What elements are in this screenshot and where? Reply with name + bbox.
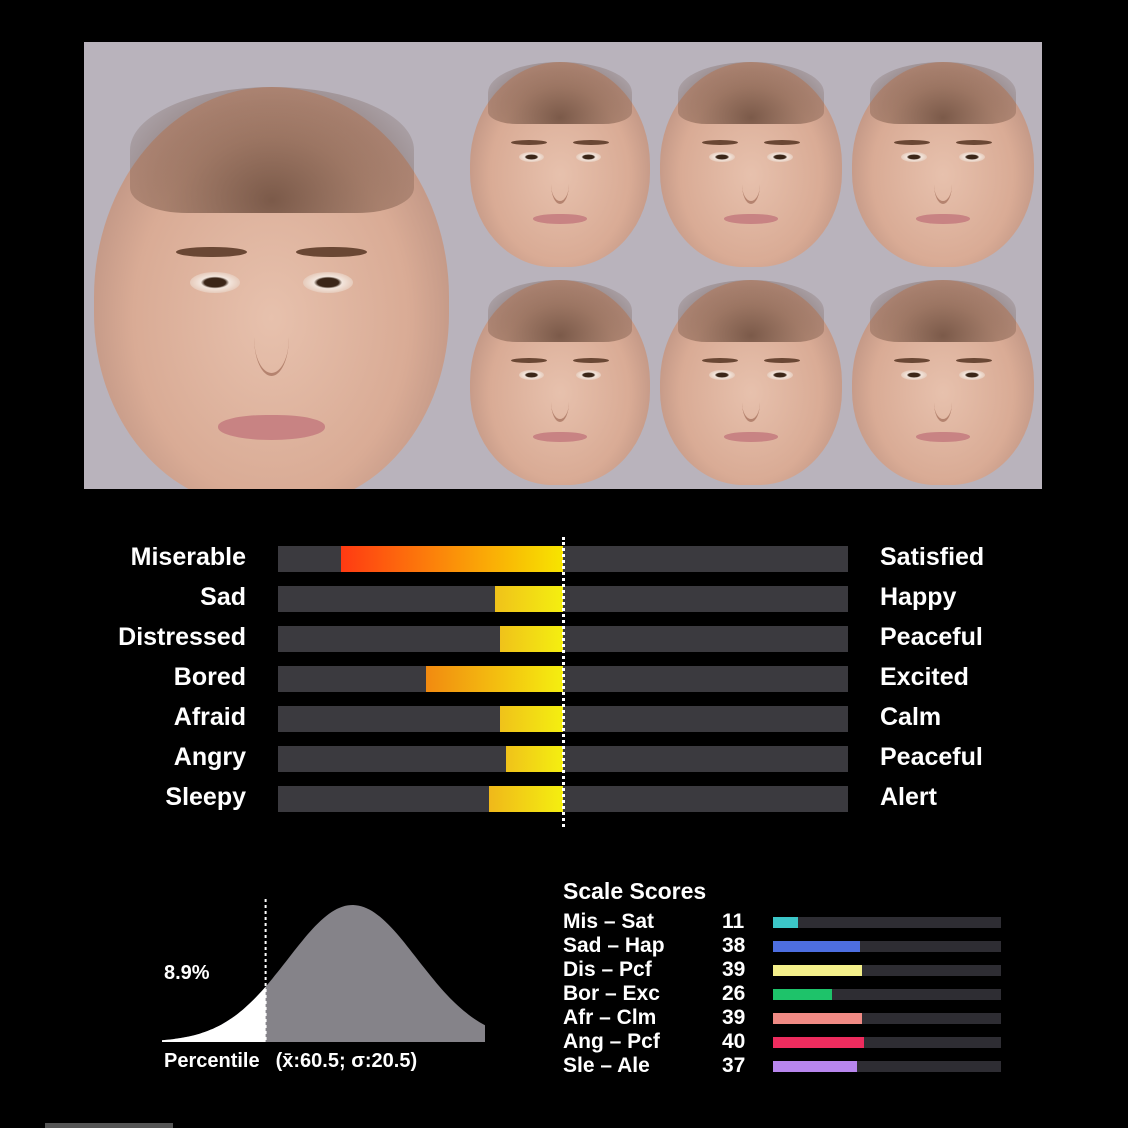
score-name: Ang – Pcf xyxy=(563,1030,660,1053)
score-row: Afr – Clm 39 xyxy=(563,1006,1003,1030)
score-value: 38 xyxy=(722,934,746,957)
score-value: 37 xyxy=(722,1054,746,1077)
scale-bar-fill xyxy=(500,626,563,652)
face-thumbnail-1 xyxy=(470,62,650,267)
scale-bar-fill xyxy=(506,746,563,772)
face-thumbnail-6 xyxy=(852,280,1034,485)
score-row: Mis – Sat 11 xyxy=(563,910,1003,934)
face-photo-panel xyxy=(84,42,1042,489)
score-bar-fill xyxy=(773,1037,865,1048)
score-value: 11 xyxy=(722,910,745,933)
scale-bar-fill xyxy=(488,786,563,812)
scale-scores-title: Scale Scores xyxy=(563,878,707,904)
distribution-stats: (x̄:60.5; σ:20.5) xyxy=(275,1050,418,1072)
scale-right-label: Alert xyxy=(880,783,937,811)
score-name: Sad – Hap xyxy=(563,934,665,957)
scale-bar-fill xyxy=(340,546,563,572)
score-bar xyxy=(773,965,1001,976)
scale-right-label: Calm xyxy=(880,703,942,731)
scale-right-label: Satisfied xyxy=(880,543,985,571)
score-bar xyxy=(773,941,1001,952)
percentile-distribution-curve xyxy=(162,899,485,1042)
score-bar-fill xyxy=(773,1013,862,1024)
face-thumbnail-3 xyxy=(852,62,1034,267)
score-row: Bor – Exc 26 xyxy=(563,982,1003,1006)
score-value: 26 xyxy=(722,982,746,1005)
score-bar xyxy=(773,1061,1001,1072)
scale-left-label: Sleepy xyxy=(165,783,246,811)
scale-left-label: Distressed xyxy=(118,623,246,651)
scale-bar-fill xyxy=(494,586,563,612)
score-name: Bor – Exc xyxy=(563,982,660,1005)
score-row: Sad – Hap 38 xyxy=(563,934,1003,958)
score-name: Sle – Ale xyxy=(563,1054,650,1077)
score-name: Mis – Sat xyxy=(563,910,655,933)
scale-midpoint-line xyxy=(562,537,565,827)
corner-bar xyxy=(45,1123,173,1128)
face-thumbnail-2 xyxy=(660,62,842,267)
score-bar xyxy=(773,989,1001,1000)
distribution-tail xyxy=(162,986,266,1042)
score-value: 39 xyxy=(722,1006,746,1029)
score-row: Ang – Pcf 40 xyxy=(563,1030,1003,1054)
scale-left-label: Angry xyxy=(173,743,246,771)
score-name: Afr – Clm xyxy=(563,1006,657,1029)
score-bar xyxy=(773,917,1001,928)
percentile-value: 8.9% xyxy=(164,962,210,984)
distribution-fill xyxy=(162,905,485,1042)
score-value: 40 xyxy=(722,1030,746,1053)
score-row: Dis – Pcf 39 xyxy=(563,958,1003,982)
scale-bar-fill xyxy=(426,666,563,692)
score-bar-fill xyxy=(773,965,862,976)
scale-right-label: Happy xyxy=(880,583,957,611)
main-face-image xyxy=(94,87,449,489)
face-thumbnail-5 xyxy=(660,280,842,485)
score-bar-fill xyxy=(773,917,799,928)
scale-left-label: Bored xyxy=(173,663,246,691)
scale-right-label: Peaceful xyxy=(880,743,983,771)
percentile-caption: Percentile (x̄:60.5; σ:20.5) xyxy=(164,1050,417,1073)
score-bar-fill xyxy=(773,989,833,1000)
score-value: 39 xyxy=(722,958,746,981)
face-thumbnail-4 xyxy=(470,280,650,485)
score-bar xyxy=(773,1037,1001,1048)
score-bar xyxy=(773,1013,1001,1024)
score-row: Sle – Ale 37 xyxy=(563,1054,1003,1078)
scale-right-label: Excited xyxy=(880,663,969,691)
percentile-label: Percentile xyxy=(164,1050,260,1072)
scale-right-label: Peaceful xyxy=(880,623,983,651)
scale-left-label: Miserable xyxy=(130,543,246,571)
score-bar-fill xyxy=(773,1061,858,1072)
scale-left-label: Sad xyxy=(200,583,246,611)
scale-bar-fill xyxy=(500,706,563,732)
score-name: Dis – Pcf xyxy=(563,958,652,981)
scale-left-label: Afraid xyxy=(173,703,246,731)
score-bar-fill xyxy=(773,941,860,952)
